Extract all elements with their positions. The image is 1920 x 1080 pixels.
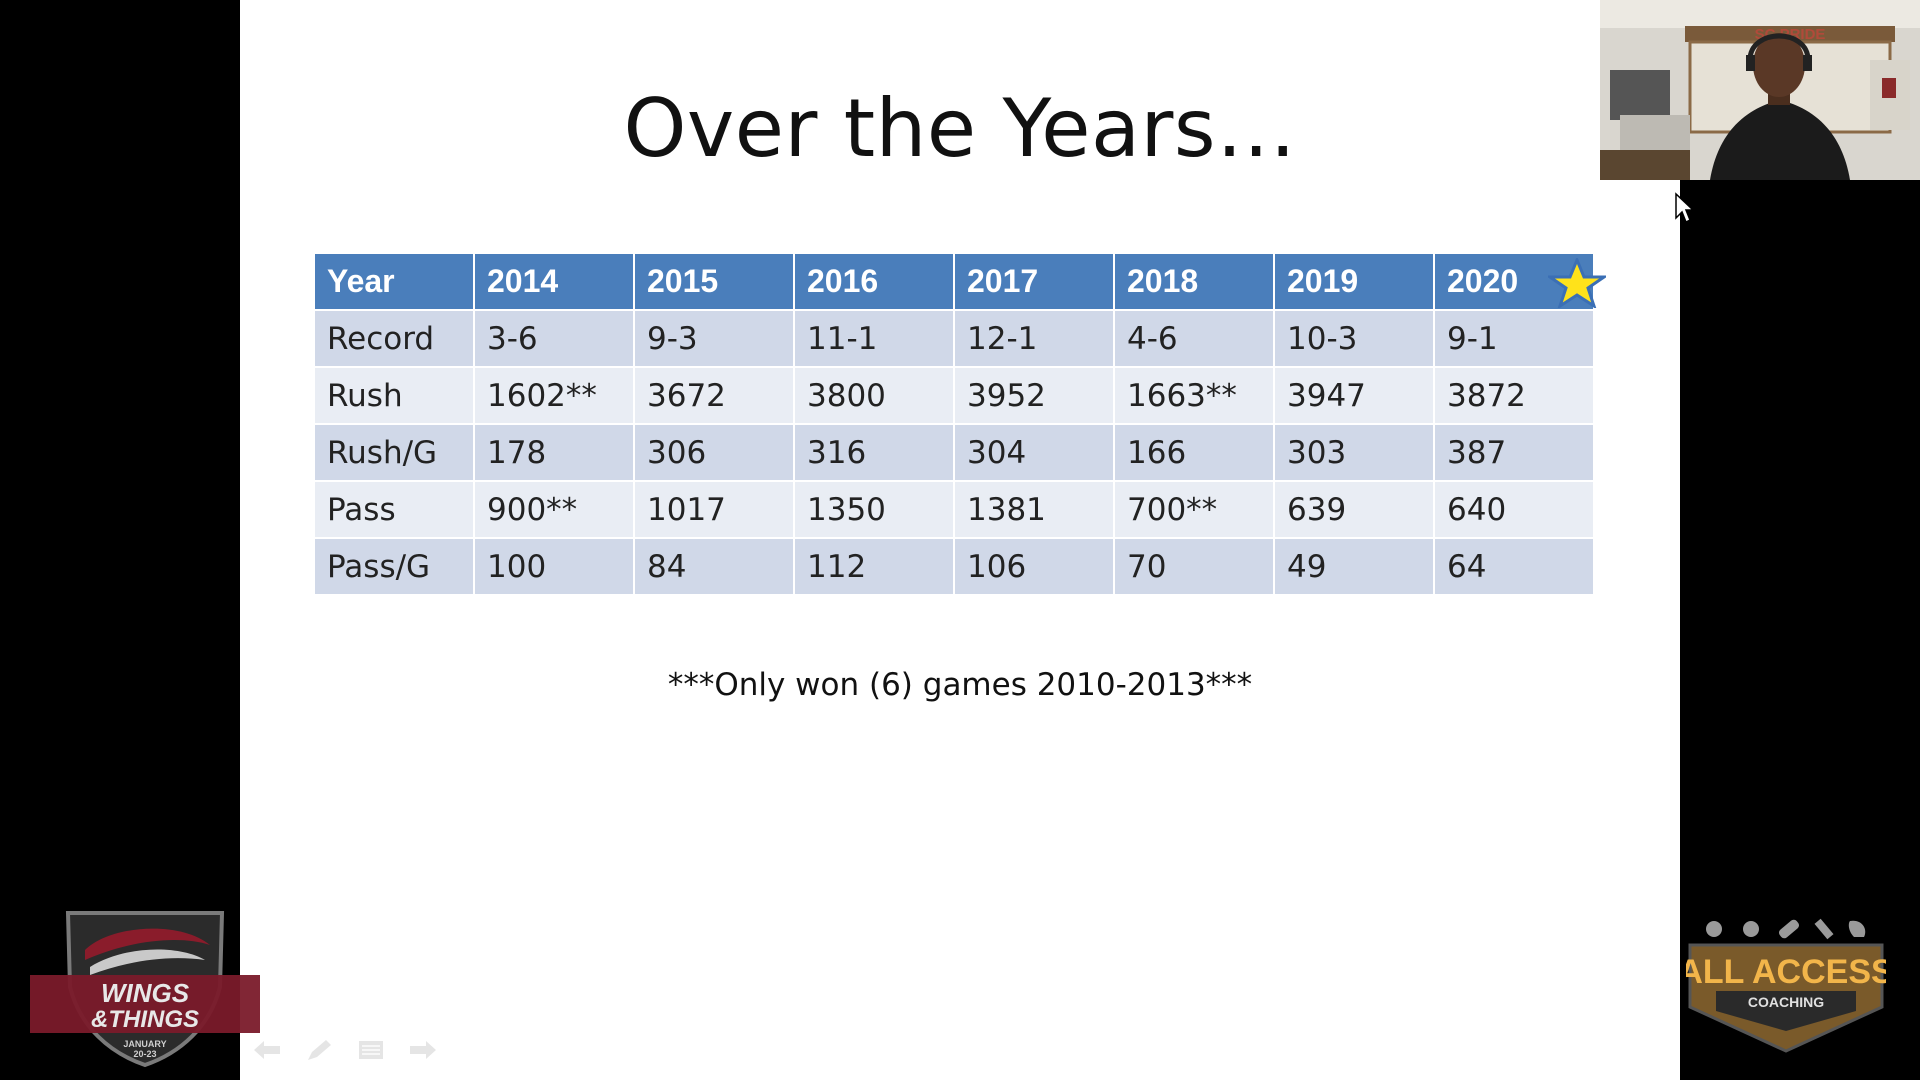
slide-title: Over the Years… xyxy=(623,82,1297,175)
table-cell: 1381 xyxy=(955,482,1113,537)
table-cell: 3800 xyxy=(795,368,953,423)
header-cell: 2015 xyxy=(635,254,793,309)
table-cell: 1602** xyxy=(475,368,633,423)
header-cell: 2019 xyxy=(1275,254,1433,309)
table-cell: 106 xyxy=(955,539,1113,594)
table-row: Record 3-6 9-3 11-1 12-1 4-6 10-3 9-1 xyxy=(315,311,1593,366)
table-cell: 12-1 xyxy=(955,311,1113,366)
table-cell: 3952 xyxy=(955,368,1113,423)
logo-left-line4: 20-23 xyxy=(133,1049,156,1059)
table-row: Rush 1602** 3672 3800 3952 1663** 3947 3… xyxy=(315,368,1593,423)
table-cell: 387 xyxy=(1435,425,1593,480)
header-cell: 2014 xyxy=(475,254,633,309)
header-cell: Year xyxy=(315,254,473,309)
logo-left-line2: &THINGS xyxy=(91,1006,199,1033)
table-cell: 100 xyxy=(475,539,633,594)
stats-table: Year 2014 2015 2016 2017 2018 2019 2020 … xyxy=(313,252,1595,596)
table-cell: 9-1 xyxy=(1435,311,1593,366)
all-access-coaching-logo: ALL ACCESS COACHING xyxy=(1678,915,1894,1055)
presentation-slide: Over the Years… Year 2014 2015 2016 2017… xyxy=(240,0,1680,1080)
slide-footnote: ***Only won (6) games 2010-2013*** xyxy=(667,667,1253,703)
table-cell: 4-6 xyxy=(1115,311,1273,366)
table-cell: 639 xyxy=(1275,482,1433,537)
table-row: Pass/G 100 84 112 106 70 49 64 xyxy=(315,539,1593,594)
table-cell: Record xyxy=(315,311,473,366)
table-cell: 166 xyxy=(1115,425,1273,480)
table-cell: 9-3 xyxy=(635,311,793,366)
table-cell: 316 xyxy=(795,425,953,480)
table-header-row: Year 2014 2015 2016 2017 2018 2019 2020 xyxy=(315,254,1593,309)
header-cell: 2018 xyxy=(1115,254,1273,309)
table-cell: 64 xyxy=(1435,539,1593,594)
back-arrow-icon[interactable] xyxy=(252,1038,282,1062)
table-cell: 1017 xyxy=(635,482,793,537)
slide-controls xyxy=(252,1038,438,1062)
wings-things-logo: WINGS &THINGS JANUARY 20-23 xyxy=(30,905,260,1070)
table-cell: Rush/G xyxy=(315,425,473,480)
table-cell: Pass xyxy=(315,482,473,537)
table-cell: Pass/G xyxy=(315,539,473,594)
table-cell: 84 xyxy=(635,539,793,594)
table-row: Rush/G 178 306 316 304 166 303 387 xyxy=(315,425,1593,480)
table-cell: 306 xyxy=(635,425,793,480)
table-cell: 3947 xyxy=(1275,368,1433,423)
table-cell: 3672 xyxy=(635,368,793,423)
table-cell: 11-1 xyxy=(795,311,953,366)
logo-right-line2: COACHING xyxy=(1748,994,1824,1010)
table-cell: 49 xyxy=(1275,539,1433,594)
table-cell: 3-6 xyxy=(475,311,633,366)
table-cell: Rush xyxy=(315,368,473,423)
table-cell: 303 xyxy=(1275,425,1433,480)
menu-icon[interactable] xyxy=(356,1038,386,1062)
table-cell: 640 xyxy=(1435,482,1593,537)
header-cell: 2017 xyxy=(955,254,1113,309)
table-cell: 900** xyxy=(475,482,633,537)
logo-left-line1: WINGS xyxy=(101,978,190,1008)
table-row: Pass 900** 1017 1350 1381 700** 639 640 xyxy=(315,482,1593,537)
forward-arrow-icon[interactable] xyxy=(408,1038,438,1062)
table-cell: 112 xyxy=(795,539,953,594)
table-cell: 1663** xyxy=(1115,368,1273,423)
logo-right-line1: ALL ACCESS xyxy=(1686,953,1886,991)
mouse-cursor-icon xyxy=(1675,192,1694,224)
star-icon xyxy=(1548,258,1606,308)
webcam-feed: SC PRIDE xyxy=(1600,0,1920,180)
table-cell: 700** xyxy=(1115,482,1273,537)
logo-left-line3: JANUARY xyxy=(123,1039,166,1049)
pen-icon[interactable] xyxy=(304,1038,334,1062)
header-cell: 2016 xyxy=(795,254,953,309)
table-cell: 304 xyxy=(955,425,1113,480)
table-cell: 1350 xyxy=(795,482,953,537)
table-cell: 178 xyxy=(475,425,633,480)
table-cell: 10-3 xyxy=(1275,311,1433,366)
table-cell: 70 xyxy=(1115,539,1273,594)
table-cell: 3872 xyxy=(1435,368,1593,423)
